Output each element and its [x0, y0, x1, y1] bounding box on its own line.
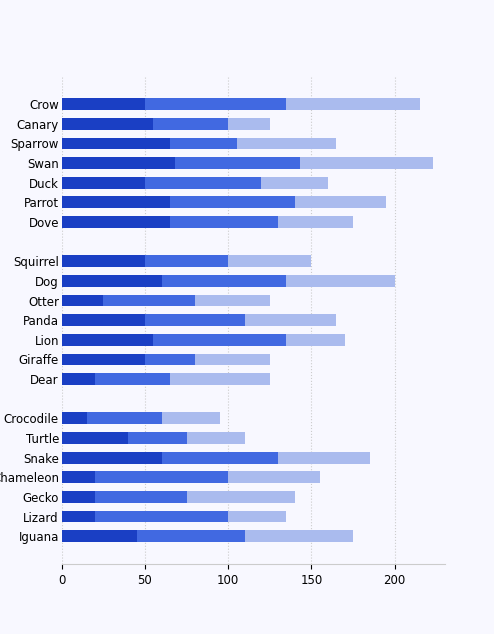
- Bar: [95, 471, 228, 483]
- Bar: [228, 118, 270, 130]
- Bar: [175, 157, 300, 169]
- Bar: [62, 354, 145, 365]
- Bar: [62, 471, 95, 483]
- Bar: [287, 334, 345, 346]
- Bar: [87, 413, 162, 424]
- Bar: [62, 157, 175, 169]
- Bar: [62, 491, 95, 503]
- Bar: [261, 177, 328, 188]
- Bar: [162, 452, 278, 463]
- Bar: [245, 314, 336, 326]
- Bar: [62, 510, 95, 522]
- Bar: [62, 314, 145, 326]
- Bar: [228, 471, 320, 483]
- Bar: [62, 177, 145, 188]
- Bar: [153, 118, 228, 130]
- Bar: [162, 275, 287, 287]
- Bar: [170, 373, 270, 385]
- Bar: [300, 157, 433, 169]
- Bar: [62, 432, 128, 444]
- Bar: [128, 432, 187, 444]
- Bar: [170, 197, 295, 208]
- Bar: [62, 452, 162, 463]
- Bar: [62, 197, 170, 208]
- Bar: [195, 295, 270, 306]
- Bar: [62, 118, 153, 130]
- Bar: [187, 432, 245, 444]
- Bar: [187, 491, 295, 503]
- Bar: [103, 295, 195, 306]
- Bar: [162, 413, 220, 424]
- Bar: [95, 510, 228, 522]
- Bar: [62, 138, 170, 150]
- Bar: [170, 138, 237, 150]
- Bar: [62, 334, 153, 346]
- Bar: [62, 530, 137, 542]
- Bar: [278, 452, 370, 463]
- Bar: [62, 275, 162, 287]
- Bar: [278, 216, 353, 228]
- Bar: [153, 334, 287, 346]
- Bar: [137, 530, 245, 542]
- Bar: [95, 491, 187, 503]
- Bar: [62, 295, 103, 306]
- Bar: [287, 275, 395, 287]
- Bar: [62, 98, 145, 110]
- Bar: [145, 354, 195, 365]
- Bar: [62, 256, 145, 267]
- Bar: [62, 413, 87, 424]
- Bar: [170, 216, 278, 228]
- Bar: [62, 373, 95, 385]
- Bar: [62, 216, 170, 228]
- Bar: [145, 256, 228, 267]
- Bar: [228, 510, 287, 522]
- Bar: [245, 530, 353, 542]
- Bar: [287, 98, 419, 110]
- Bar: [95, 373, 170, 385]
- Bar: [237, 138, 336, 150]
- Bar: [145, 314, 245, 326]
- Bar: [145, 177, 261, 188]
- Bar: [295, 197, 386, 208]
- Bar: [228, 256, 311, 267]
- Bar: [195, 354, 270, 365]
- Bar: [145, 98, 287, 110]
